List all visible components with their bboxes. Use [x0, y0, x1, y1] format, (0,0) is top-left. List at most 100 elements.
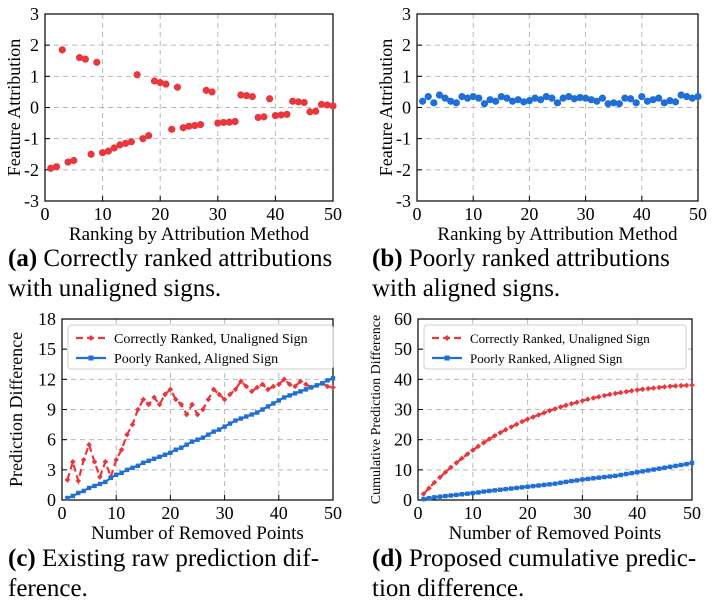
chart-d-series-1-point: [421, 496, 426, 502]
chart-d-series-0-point: [491, 432, 498, 439]
chart-d-series-1-point: [536, 483, 541, 488]
chart-b-point: [497, 92, 505, 101]
chart-c-series-1-point: [309, 385, 314, 390]
chart-d-series-1-point: [656, 466, 662, 471]
chart-b-ytick-label: -3: [396, 191, 411, 211]
chart-a-point: [99, 149, 107, 157]
chart-b-point: [694, 92, 702, 101]
chart-b-ylabel: Feature Attribution: [376, 39, 396, 176]
chart-d-legend-marker-0: [444, 335, 450, 341]
chart-d-series-0-point: [678, 382, 684, 389]
chart-c-series-0-point: [238, 378, 244, 385]
chart-d-series-0-point: [508, 424, 514, 430]
chart-c-series-0-point: [91, 458, 98, 465]
chart-d-series-1-point: [591, 476, 596, 481]
chart-c-series-1-point: [330, 376, 336, 381]
chart-c-series-0-point: [70, 458, 76, 465]
chart-c-series-1-point: [276, 398, 281, 403]
chart-b-xtick-label: 0: [413, 204, 422, 224]
chart-d-series-0-point: [464, 451, 471, 457]
chart-c-series-1-point: [157, 454, 162, 459]
chart-b-xtick-label: 40: [633, 204, 651, 224]
chart-d-series-1-point: [498, 487, 503, 492]
chart-a-point: [156, 78, 164, 87]
chart-c-series-1-point: [303, 387, 309, 392]
chart-b-point: [458, 92, 466, 101]
chart-d-series-0-point: [486, 436, 493, 442]
chart-c-series-1-point: [260, 407, 265, 412]
chart-b-point: [610, 99, 618, 107]
chart-c-series-0-point: [86, 441, 92, 448]
chart-d-series-1-point: [613, 473, 618, 479]
chart-c-ylabel: Prediction Difference: [6, 332, 26, 487]
chart-d-xtick-label: 50: [683, 503, 701, 523]
chart-b-point: [688, 94, 696, 102]
chart-d-series-0-point: [524, 416, 531, 422]
chart-d-series-0-point: [541, 410, 547, 416]
chart-d-series-1-point: [624, 471, 629, 477]
chart-a: 0 10 20 30 40 50 -3 -2 -1 0 1 2 3 Ranking by Attribut…: [4, 4, 342, 245]
chart-b-point: [503, 94, 511, 102]
chart-d-series-1-point: [476, 490, 481, 495]
chart-b-point: [531, 94, 539, 102]
caption-b: (b) Poorly ranked attributions with alig…: [372, 244, 721, 304]
chart-c-xtick-label: 20: [161, 503, 179, 523]
chart-b-point: [626, 95, 635, 103]
chart-d-series-0-point: [546, 407, 553, 414]
chart-b-point: [649, 96, 657, 104]
chart-a-point: [110, 144, 118, 152]
chart-b-xtick-label: 10: [464, 204, 482, 224]
chart-d-series-1-point: [667, 464, 673, 470]
chart-d-series-1-point: [689, 460, 695, 466]
chart-a-point: [248, 92, 256, 101]
chart-d-legend-label-0: Correctly Ranked, Unaligned Sign: [470, 331, 650, 346]
chart-a-point: [289, 97, 297, 105]
caption-c-label: (c): [8, 545, 36, 572]
chart-b-point: [447, 97, 455, 105]
chart-c-series-0-point: [297, 378, 304, 385]
chart-d-series-0-point: [453, 460, 460, 466]
chart-d-series-1-point: [530, 483, 536, 489]
chart-c-xlabel: Number of Removed Points: [91, 523, 304, 544]
chart-d-series-0-point: [579, 397, 586, 404]
chart-d-ytick-label: 60: [394, 309, 412, 329]
chart-a-point: [179, 124, 187, 132]
chart-c-series-0-point: [281, 376, 288, 383]
chart-d-series-0-point: [612, 390, 619, 397]
chart-c-series-1-point: [151, 456, 157, 461]
chart-d-series-0-point: [574, 399, 580, 406]
chart-a-point: [191, 121, 199, 130]
chart-d-series-1-point: [678, 462, 684, 468]
chart-c-series-0-point: [210, 386, 217, 393]
chart-d-xtick-label: 0: [414, 503, 423, 523]
chart-c-ytick-label: 3: [47, 460, 56, 480]
chart-d-series-1-point: [596, 475, 602, 480]
chart-b-ytick-label: 3: [402, 4, 411, 24]
chart-d-ytick-label: 50: [394, 339, 412, 359]
chart-a-point: [329, 102, 337, 110]
chart-d-series-0-point: [475, 443, 482, 450]
chart-d-series-0-point: [623, 388, 630, 395]
chart-d-series-0-point: [568, 400, 575, 407]
chart-b-point: [643, 97, 652, 105]
chart-a-point: [173, 83, 182, 91]
chart-b-point: [475, 94, 483, 102]
chart-d-series-1-point: [508, 486, 514, 491]
chart-c-series-1-point: [227, 421, 233, 426]
chart-d-series-0-point: [645, 385, 651, 392]
chart-c-series-0-point: [183, 411, 190, 418]
chart-c-series-1-point: [184, 442, 189, 447]
chart-d-series-0-point: [617, 389, 624, 396]
chart-d-series-0-point: [628, 387, 635, 394]
chart-d-series-0-point: [513, 421, 520, 428]
chart-c-series-1-point: [76, 490, 81, 496]
chart-c-series-1-point: [200, 435, 206, 440]
chart-c-series-1-point: [135, 463, 141, 469]
chart-d-series-1-point: [574, 478, 580, 483]
chart-a-point: [231, 117, 239, 126]
chart-c-series-1-point: [314, 383, 319, 388]
chart-d-legend-marker-1: [444, 355, 450, 361]
chart-a-ytick-label: 1: [30, 66, 39, 86]
chart-b-xtick-label: 30: [577, 204, 595, 224]
